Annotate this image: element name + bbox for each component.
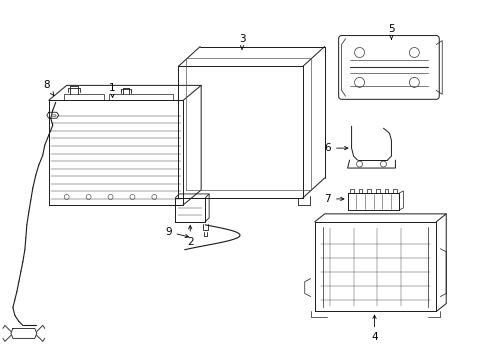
Text: 3: 3: [238, 33, 245, 49]
Text: 6: 6: [324, 143, 347, 153]
Text: 8: 8: [43, 80, 54, 95]
Text: 7: 7: [324, 194, 343, 204]
Text: 4: 4: [370, 315, 377, 342]
Text: 2: 2: [186, 226, 193, 247]
FancyBboxPatch shape: [338, 36, 438, 99]
Text: 5: 5: [387, 24, 394, 39]
Text: 1: 1: [109, 84, 116, 98]
Text: 9: 9: [164, 227, 188, 238]
